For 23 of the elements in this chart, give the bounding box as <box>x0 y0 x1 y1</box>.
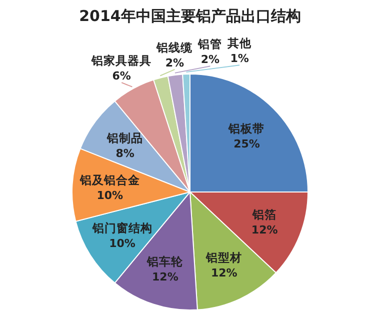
data-label: 8% <box>116 146 134 160</box>
data-label: 6% <box>112 70 131 83</box>
data-label: 1% <box>230 52 249 66</box>
slice-label: 铝门窗结构 <box>91 220 152 235</box>
slice-label: 铝型材 <box>205 250 242 265</box>
slice-label: 铝线缆 <box>156 40 193 54</box>
slice-label: 铝及铝合金 <box>78 172 140 187</box>
data-label: 10% <box>96 188 124 202</box>
data-label: 12% <box>210 266 238 280</box>
slice-label: 铝家具器具 <box>90 54 152 68</box>
data-label: 10% <box>109 236 136 250</box>
slice-label: 铝管 <box>197 37 222 52</box>
data-label: 2% <box>200 53 220 66</box>
slice-label: 其他 <box>226 36 253 50</box>
data-label: 12% <box>251 224 278 237</box>
data-label: 25% <box>234 137 260 150</box>
slice-label: 铝箔 <box>252 208 277 222</box>
data-label: 2% <box>165 56 184 70</box>
chart-title: 2014年中国主要铝产品出口结构 <box>79 7 301 25</box>
slice-label: 铝车轮 <box>146 254 184 268</box>
slice-label: 铝制品 <box>106 130 144 145</box>
slice-label: 铝板带 <box>228 121 265 136</box>
data-label: 12% <box>152 270 178 284</box>
